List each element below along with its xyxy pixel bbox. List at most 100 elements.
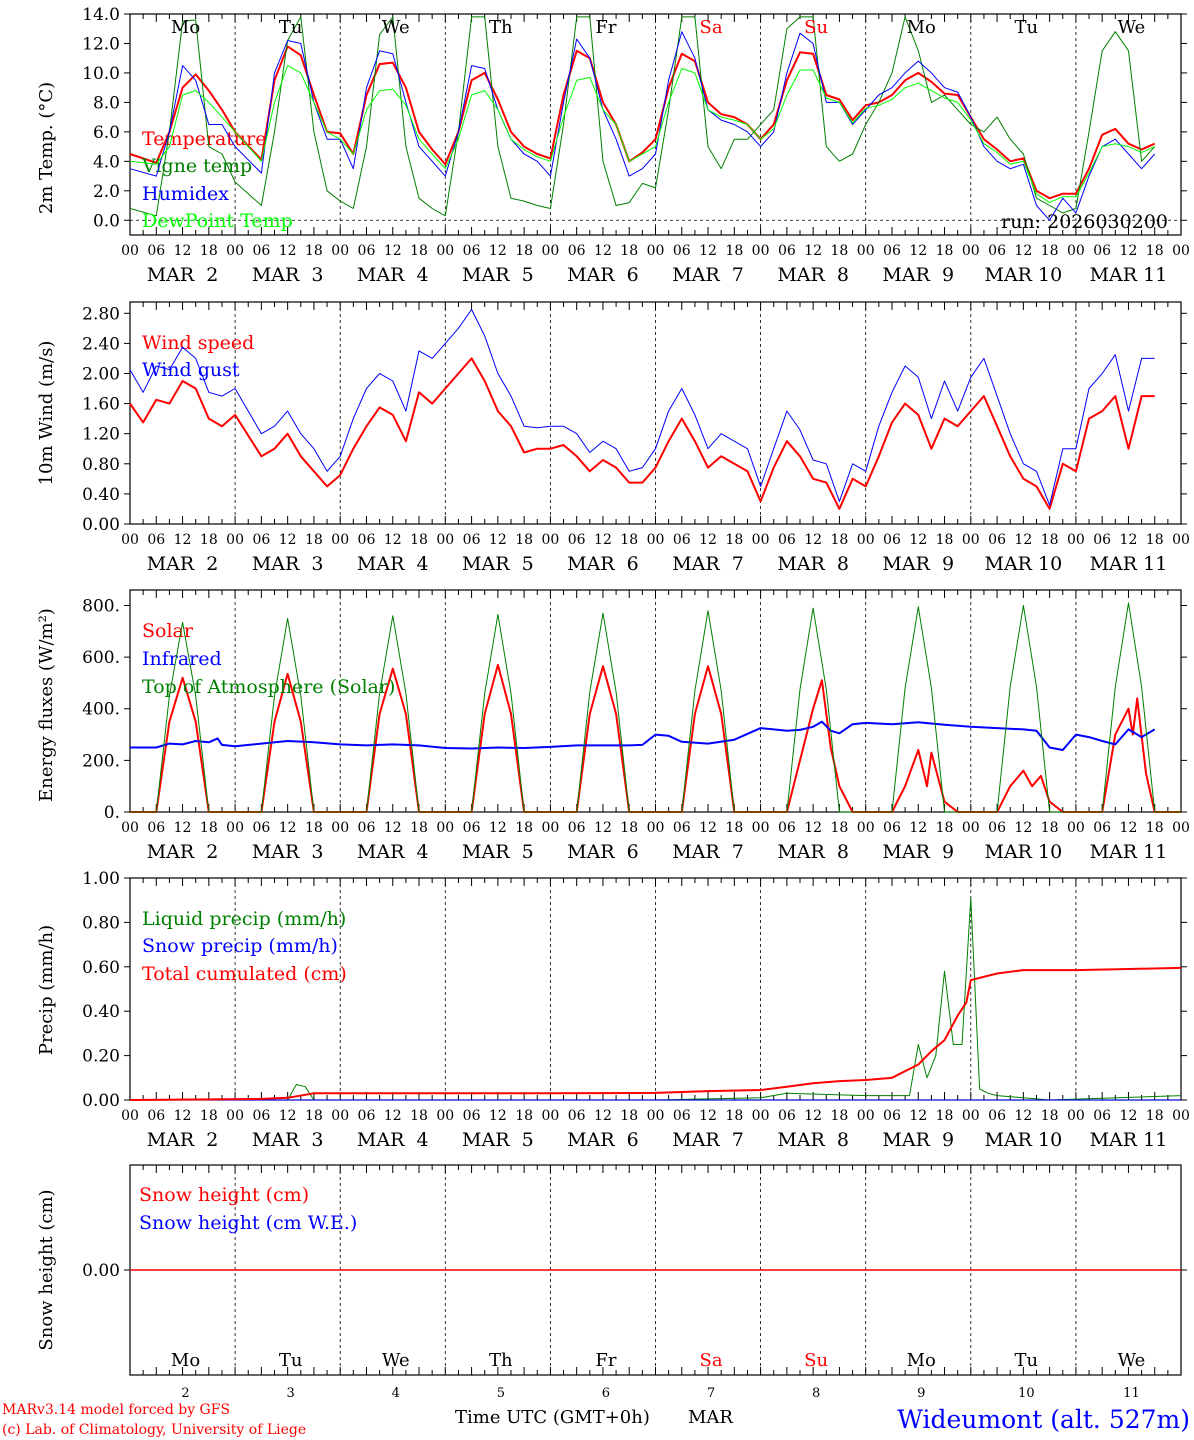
y-tick-label: 800. (82, 596, 120, 616)
y-tick-label: 4.0 (93, 152, 120, 172)
hour-tick-label: 12 (489, 243, 507, 259)
hour-tick-label: 12 (804, 243, 822, 259)
panel-3: 0. 200. 400. 600. 800. Energy fluxes (W/m²) 00… (36, 589, 1190, 863)
hour-tick-label: 00 (226, 1108, 244, 1124)
y-tick-label: 1.00 (82, 869, 120, 889)
y-axis-label: Snow height (cm) (36, 1189, 57, 1350)
day-number: 7 (707, 1386, 715, 1401)
date-label: MAR 9 (882, 264, 954, 286)
date-label: MAR 5 (462, 553, 534, 575)
hour-tick-label: 06 (568, 532, 586, 548)
date-label: MAR 4 (357, 264, 429, 286)
day-number: 9 (917, 1386, 925, 1401)
hour-tick-label: 18 (515, 820, 533, 836)
hour-tick-label: 12 (909, 532, 927, 548)
hour-tick-label: 12 (279, 243, 297, 259)
legend-entry: Infrared (142, 648, 222, 670)
day-name-top: Tu (1015, 17, 1039, 38)
hour-tick-label: 06 (358, 820, 376, 836)
day-name-top: Mo (907, 17, 936, 38)
day-number: 8 (812, 1386, 820, 1401)
hour-tick-label: 06 (778, 532, 796, 548)
hour-tick-label: 18 (305, 820, 323, 836)
y-tick-label: 1.60 (82, 395, 120, 415)
hour-tick-label: 06 (358, 532, 376, 548)
y-tick-label: 10.0 (82, 64, 120, 84)
date-label: MAR 3 (252, 553, 324, 575)
hour-tick-label: 00 (752, 243, 770, 259)
series-line-wind-speed (129, 357, 1155, 510)
hour-tick-label: 18 (831, 820, 849, 836)
hour-tick-label: 06 (988, 243, 1006, 259)
hour-tick-label: 18 (305, 243, 323, 259)
y-tick-label: 2.00 (82, 364, 120, 384)
hour-tick-label: 00 (752, 820, 770, 836)
hour-tick-label: 12 (489, 1108, 507, 1124)
y-tick-label: 8.0 (93, 93, 120, 113)
hour-tick-label: 06 (988, 1108, 1006, 1124)
hour-tick-label: 18 (831, 1108, 849, 1124)
hour-tick-label: 00 (647, 243, 665, 259)
hour-tick-label: 12 (279, 820, 297, 836)
legend-entry: Liquid precip (mm/h) (142, 908, 346, 930)
y-tick-label: 1.20 (82, 425, 120, 445)
hour-tick-label: 06 (988, 532, 1006, 548)
y-axis-label: 10m Wind (m/s) (36, 341, 57, 486)
hour-tick-label: 18 (410, 1108, 428, 1124)
hour-tick-label: 18 (515, 532, 533, 548)
hour-tick-label: 06 (358, 243, 376, 259)
hour-tick-label: 18 (620, 532, 638, 548)
hour-tick-label: 18 (1146, 820, 1164, 836)
hour-tick-label: 12 (594, 1108, 612, 1124)
date-label: MAR 11 (1090, 1129, 1168, 1151)
hour-tick-label: 18 (1041, 532, 1059, 548)
hour-tick-label: 18 (515, 243, 533, 259)
date-label: MAR 8 (777, 1129, 849, 1151)
hour-tick-label: 06 (883, 243, 901, 259)
date-label: MAR 6 (567, 264, 639, 286)
hour-tick-label: 00 (1067, 243, 1085, 259)
y-tick-label: 2.40 (82, 334, 120, 354)
hour-tick-label: 06 (883, 1108, 901, 1124)
date-label: MAR 9 (882, 1129, 954, 1151)
hour-tick-label: 18 (831, 532, 849, 548)
hour-tick-label: 00 (226, 532, 244, 548)
y-axis-label: 2m Temp. (°C) (36, 82, 57, 214)
date-label: MAR 2 (147, 553, 219, 575)
y-tick-label: 0.80 (82, 455, 120, 475)
day-name-bottom: Su (804, 1350, 828, 1371)
hour-tick-label: 06 (1093, 243, 1111, 259)
date-label: MAR 9 (882, 841, 954, 863)
hour-tick-label: 12 (489, 532, 507, 548)
hour-tick-label: 18 (305, 1108, 323, 1124)
hour-tick-label: 12 (804, 820, 822, 836)
hour-tick-label: 18 (936, 1108, 954, 1124)
y-axis-label: Precip (mm/h) (36, 925, 57, 1055)
day-number: 6 (602, 1386, 610, 1401)
hour-tick-label: 06 (568, 243, 586, 259)
legend-entry: Snow precip (mm/h) (142, 935, 338, 957)
date-label: MAR 7 (672, 264, 744, 286)
hour-tick-label: 06 (252, 243, 270, 259)
hour-tick-label: 00 (962, 1108, 980, 1124)
y-tick-label: 0.40 (82, 1002, 120, 1022)
hour-tick-label: 12 (384, 532, 402, 548)
hour-tick-label: 06 (1093, 820, 1111, 836)
hour-tick-label: 18 (1041, 243, 1059, 259)
hour-tick-label: 12 (594, 243, 612, 259)
hour-tick-label: 12 (699, 532, 717, 548)
hour-tick-label: 18 (1041, 1108, 1059, 1124)
x-axis-label: Time UTC (GMT+0h) (455, 1407, 650, 1428)
hour-tick-label: 18 (410, 532, 428, 548)
hour-tick-label: 18 (1146, 532, 1164, 548)
hour-tick-label: 18 (620, 243, 638, 259)
hour-tick-label: 12 (909, 243, 927, 259)
y-tick-label: 14.0 (82, 5, 120, 25)
series-line-vigne-temp (129, 16, 1156, 217)
station-title: Wideumont (alt. 527m) (897, 1405, 1190, 1434)
day-name-bottom: Tu (279, 1350, 303, 1371)
hour-tick-label: 00 (436, 532, 454, 548)
day-name-top: Th (489, 17, 513, 38)
day-number: 3 (287, 1386, 295, 1401)
